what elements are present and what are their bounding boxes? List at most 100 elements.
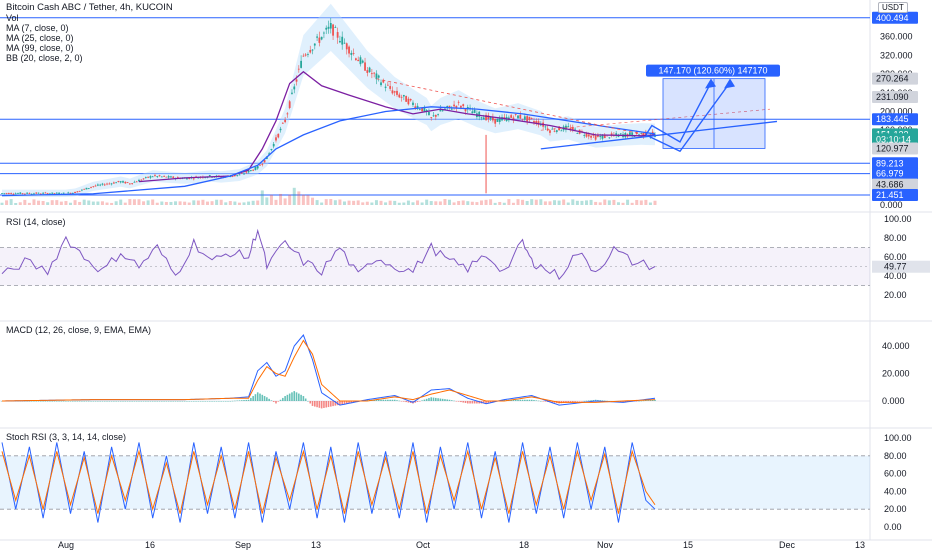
macd-title[interactable]: MACD (12, 26, close, 9, EMA, EMA): [6, 325, 152, 335]
macd-histogram-bar: [309, 401, 312, 404]
candle-body: [462, 104, 465, 107]
volume-bar: [0, 202, 4, 205]
macd-histogram-bar: [238, 400, 241, 401]
candle-body: [560, 130, 563, 132]
volume-bar: [626, 199, 630, 205]
macd-histogram-bar: [122, 401, 124, 402]
volume-bar: [402, 202, 406, 205]
candle-body: [428, 111, 430, 116]
volume-bar: [283, 198, 287, 205]
volume-bar: [297, 191, 301, 205]
symbol-title[interactable]: Bitcoin Cash ABC / Tether, 4h, KUCOIN: [6, 2, 173, 13]
candle-body: [135, 181, 138, 183]
macd-histogram-bar: [131, 401, 133, 402]
macd-histogram-bar: [231, 400, 234, 402]
macd-histogram-bar: [583, 400, 586, 402]
candle-body: [53, 193, 56, 194]
macd-pane[interactable]: [0, 334, 870, 409]
candle-body: [21, 193, 24, 195]
stoch-rsi-pane[interactable]: [0, 442, 870, 523]
rsi-title[interactable]: RSI (14, close): [6, 217, 66, 227]
rsi-tick-label: 80.00: [884, 233, 907, 243]
macd-histogram-bar: [606, 400, 608, 402]
macd-histogram-bar: [544, 401, 547, 402]
macd-histogram-bar: [92, 401, 95, 402]
volume-bar: [644, 199, 648, 205]
macd-histogram-bar: [405, 401, 407, 403]
candle-body: [469, 107, 471, 109]
macd-histogram-bar: [215, 401, 218, 402]
volume-bar: [603, 199, 607, 205]
candle-body: [489, 117, 492, 119]
stoch-band: [0, 455, 870, 510]
candle-body: [256, 166, 259, 169]
candle-body: [494, 118, 497, 124]
macd-histogram-bar: [270, 400, 273, 401]
macd-histogram-bar: [85, 401, 88, 402]
volume-bar: [607, 200, 611, 205]
currency-badge[interactable]: USDT: [878, 2, 908, 13]
macd-histogram-bar: [126, 401, 129, 402]
rsi-pane[interactable]: [0, 228, 870, 286]
macd-histogram-bar: [76, 401, 79, 402]
macd-histogram-bar: [651, 399, 654, 401]
macd-histogram-bar: [282, 397, 284, 401]
price-pane[interactable]: 147.170 (120.60%) 147170: [0, 3, 870, 205]
bb-legend[interactable]: BB (20, close, 2, 0): [6, 53, 83, 63]
price-label-bg: [872, 11, 918, 24]
macd-histogram-bar: [67, 401, 70, 402]
macd-histogram-bar: [311, 401, 314, 406]
candle-body: [633, 135, 636, 137]
candle-body: [631, 132, 634, 137]
ma99-legend[interactable]: MA (99, close, 0): [6, 43, 74, 53]
macd-histogram-bar: [208, 401, 211, 402]
candle-body: [140, 179, 143, 181]
candle-body: [526, 116, 529, 122]
support-trendline: [540, 120, 778, 150]
stoch-rsi-title[interactable]: Stoch RSI (3, 3, 14, 14, close): [6, 432, 127, 442]
macd-histogram-bar: [284, 396, 286, 401]
volume-bar: [196, 200, 200, 205]
macd-histogram-bar: [482, 401, 485, 404]
macd-histogram-bar: [145, 401, 147, 402]
macd-histogram-bar: [300, 394, 302, 401]
candle-body: [133, 181, 136, 183]
candle-body: [405, 96, 408, 102]
volume-bar: [384, 202, 388, 205]
candle-body: [384, 86, 387, 88]
candle-body: [341, 36, 344, 45]
ma7-legend[interactable]: MA (7, close, 0): [6, 23, 69, 33]
macd-histogram-bar: [62, 401, 65, 402]
macd-histogram-bar: [597, 399, 599, 401]
candle-body: [407, 98, 410, 105]
ma25-legend[interactable]: MA (25, close, 0): [6, 33, 74, 43]
candle-body: [571, 126, 574, 131]
candle-body: [503, 117, 506, 118]
volume-bar: [562, 199, 566, 205]
candle-body: [259, 164, 261, 166]
candle-body: [455, 105, 458, 109]
volume-bar: [397, 202, 401, 205]
macd-histogram-bar: [517, 399, 519, 401]
volume-bar: [329, 199, 333, 205]
macd-histogram-bar: [218, 401, 220, 402]
candle-body: [275, 137, 277, 141]
candle-body: [23, 193, 26, 195]
macd-histogram-bar: [252, 396, 254, 401]
ma99-line: [1, 106, 656, 197]
vol-legend[interactable]: Vol: [6, 13, 19, 23]
macd-histogram-bar: [430, 397, 433, 401]
macd-histogram-bar: [448, 399, 451, 401]
volume-bar: [114, 201, 118, 205]
candle-body: [364, 62, 366, 71]
volume-bar: [320, 202, 324, 205]
volume-bar: [164, 201, 168, 205]
macd-histogram-bar: [526, 399, 528, 401]
macd-histogram-bar: [263, 396, 266, 401]
volume-bar: [50, 200, 54, 205]
volume-bar: [14, 202, 18, 205]
time-tick-label: Sep: [235, 540, 251, 550]
volume-bar: [416, 200, 420, 205]
candle-body: [393, 91, 396, 93]
